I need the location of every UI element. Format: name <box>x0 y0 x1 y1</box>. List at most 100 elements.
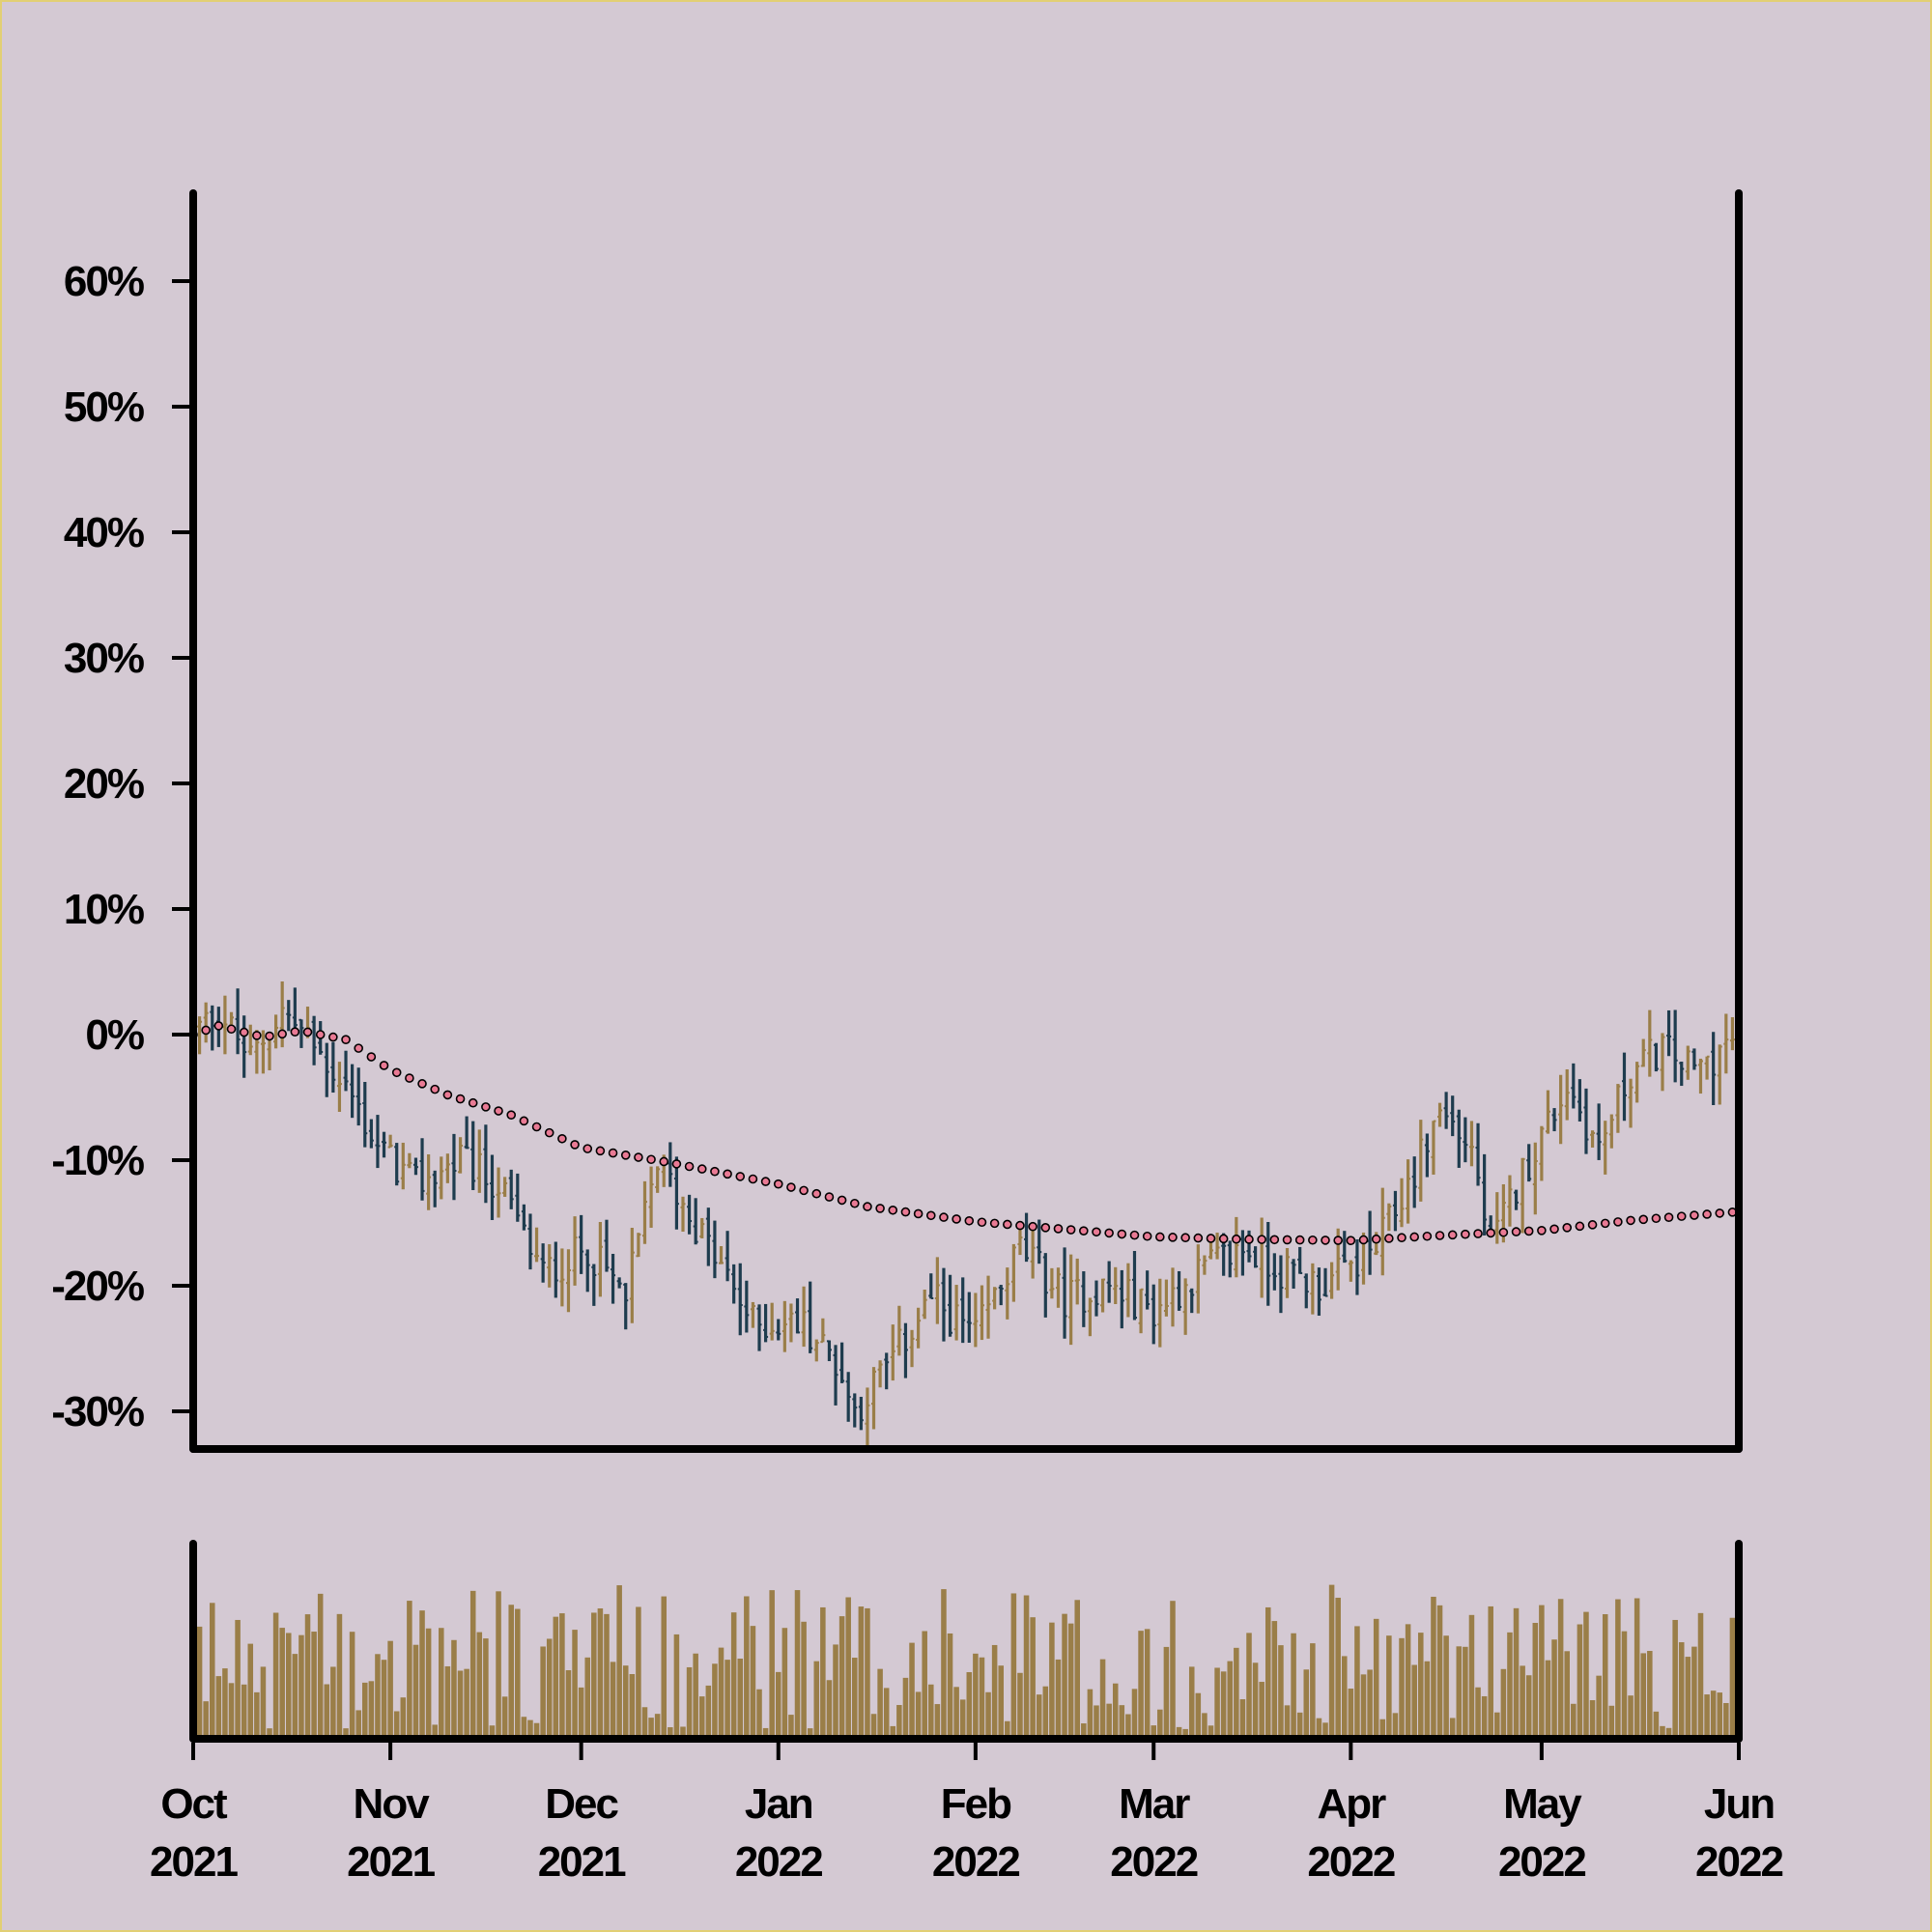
volume-bar <box>553 1616 559 1739</box>
moving-average-point <box>1638 1214 1649 1225</box>
volume-bar <box>1005 1720 1010 1739</box>
volume-bar <box>1672 1619 1678 1739</box>
volume-bar <box>870 1714 877 1739</box>
volume-bar <box>1660 1725 1665 1739</box>
volume-bar <box>941 1589 947 1739</box>
x-tick-year-label: 2022 <box>1307 1838 1394 1886</box>
moving-average-point <box>1473 1229 1483 1238</box>
moving-average-point <box>875 1204 885 1213</box>
volume-bar <box>286 1633 292 1739</box>
volume-bar <box>1042 1686 1049 1739</box>
x-axis-ticks: Oct 2021 Nov 2021 Dec 2021 Jan 2022 Feb 2022 Mar 20… <box>150 1743 1784 1886</box>
moving-average-point <box>315 1030 326 1039</box>
volume-bar <box>375 1654 381 1739</box>
volume-bar <box>1195 1692 1202 1739</box>
y-axis-ticks: 60% 50% 40% 30% 20% 10% 0% -10% -20% -30% <box>51 258 189 1435</box>
volume-bar <box>1729 1617 1736 1739</box>
volume-bar <box>979 1657 985 1739</box>
volume-bar <box>1138 1631 1144 1739</box>
volume-bar <box>267 1728 272 1739</box>
volume-bar <box>902 1677 909 1739</box>
volume-bar <box>1030 1617 1036 1739</box>
volume-bar <box>1634 1598 1640 1739</box>
volume-bar <box>254 1691 260 1739</box>
volume-bar <box>597 1608 604 1739</box>
volume-bar <box>654 1714 661 1739</box>
volume-bar <box>877 1668 883 1739</box>
moving-average-point <box>290 1027 300 1037</box>
moving-average-point <box>696 1164 707 1174</box>
volume-bar <box>858 1606 865 1739</box>
volume-bar <box>1628 1695 1634 1739</box>
moving-average-point <box>430 1084 440 1094</box>
volume-bar <box>1234 1647 1239 1739</box>
volume-bar <box>1259 1682 1264 1739</box>
y-tick-label: 40% <box>64 509 144 556</box>
volume-bar <box>1214 1667 1220 1739</box>
volume-bar <box>1131 1689 1138 1739</box>
moving-average-point <box>201 1025 211 1036</box>
volume-bar <box>1360 1674 1367 1739</box>
volume-bar <box>272 1612 279 1739</box>
x-tick-year-label: 2022 <box>1110 1838 1197 1886</box>
moving-average-point <box>989 1218 1000 1229</box>
volume-bar <box>1665 1727 1672 1739</box>
volume-bar <box>559 1613 565 1739</box>
moving-average-point <box>1180 1233 1190 1243</box>
moving-average-point <box>888 1205 898 1215</box>
moving-average-point <box>1079 1226 1089 1236</box>
moving-average-point <box>302 1027 313 1037</box>
volume-bar <box>953 1687 959 1739</box>
volume-bar <box>483 1638 489 1739</box>
volume-bar <box>1067 1623 1074 1739</box>
volume-bar <box>324 1684 330 1739</box>
volume-bar <box>362 1682 368 1739</box>
moving-average-point <box>1715 1208 1725 1218</box>
volume-bar <box>1094 1705 1099 1739</box>
moving-average-point <box>1244 1235 1254 1244</box>
moving-average-point <box>1613 1217 1623 1227</box>
moving-average-point <box>1397 1233 1406 1243</box>
volume-bar <box>712 1663 718 1739</box>
moving-average-point <box>391 1067 402 1078</box>
volume-bar <box>610 1662 616 1739</box>
volume-bar <box>1379 1719 1386 1739</box>
moving-average-point <box>455 1094 466 1104</box>
volume-bar <box>973 1653 979 1739</box>
volume-bar <box>622 1665 629 1739</box>
volume-bar <box>813 1661 820 1739</box>
volume-bar <box>896 1705 902 1739</box>
volume-bar <box>1481 1695 1488 1739</box>
moving-average-point <box>837 1195 847 1206</box>
volume-bar <box>209 1603 215 1739</box>
moving-average-point <box>1142 1231 1152 1241</box>
volume-bar <box>1151 1725 1157 1739</box>
volume-bar <box>991 1644 998 1739</box>
volume-bar <box>311 1632 317 1739</box>
moving-average-point <box>570 1140 580 1150</box>
volume-bar <box>1348 1689 1354 1739</box>
moving-average-point <box>634 1152 643 1162</box>
moving-average-point <box>684 1161 695 1172</box>
volume-bar <box>196 1626 203 1739</box>
volume-bar <box>1252 1662 1259 1739</box>
volume-bar <box>1303 1669 1310 1739</box>
volume-bar <box>1144 1629 1151 1739</box>
y-tick-label: 20% <box>64 760 144 808</box>
volume-bar <box>1386 1635 1392 1739</box>
volume-bar <box>838 1616 845 1739</box>
volume-bar <box>1106 1703 1112 1739</box>
volume-bar <box>915 1691 922 1739</box>
x-tick-year-label: 2021 <box>347 1838 435 1886</box>
moving-average-point <box>1537 1226 1547 1236</box>
moving-average-point <box>1346 1236 1356 1245</box>
volume-bar <box>865 1607 870 1739</box>
x-tick-year-label: 2022 <box>1498 1838 1585 1886</box>
volume-bar <box>1062 1613 1067 1739</box>
volume-bar <box>705 1685 712 1739</box>
volume-bar <box>304 1614 311 1739</box>
volume-bar <box>985 1691 991 1739</box>
moving-average-point <box>1129 1230 1140 1240</box>
x-tick-month-label: Apr <box>1317 1780 1386 1828</box>
x-tick-year-label: 2022 <box>932 1838 1019 1886</box>
